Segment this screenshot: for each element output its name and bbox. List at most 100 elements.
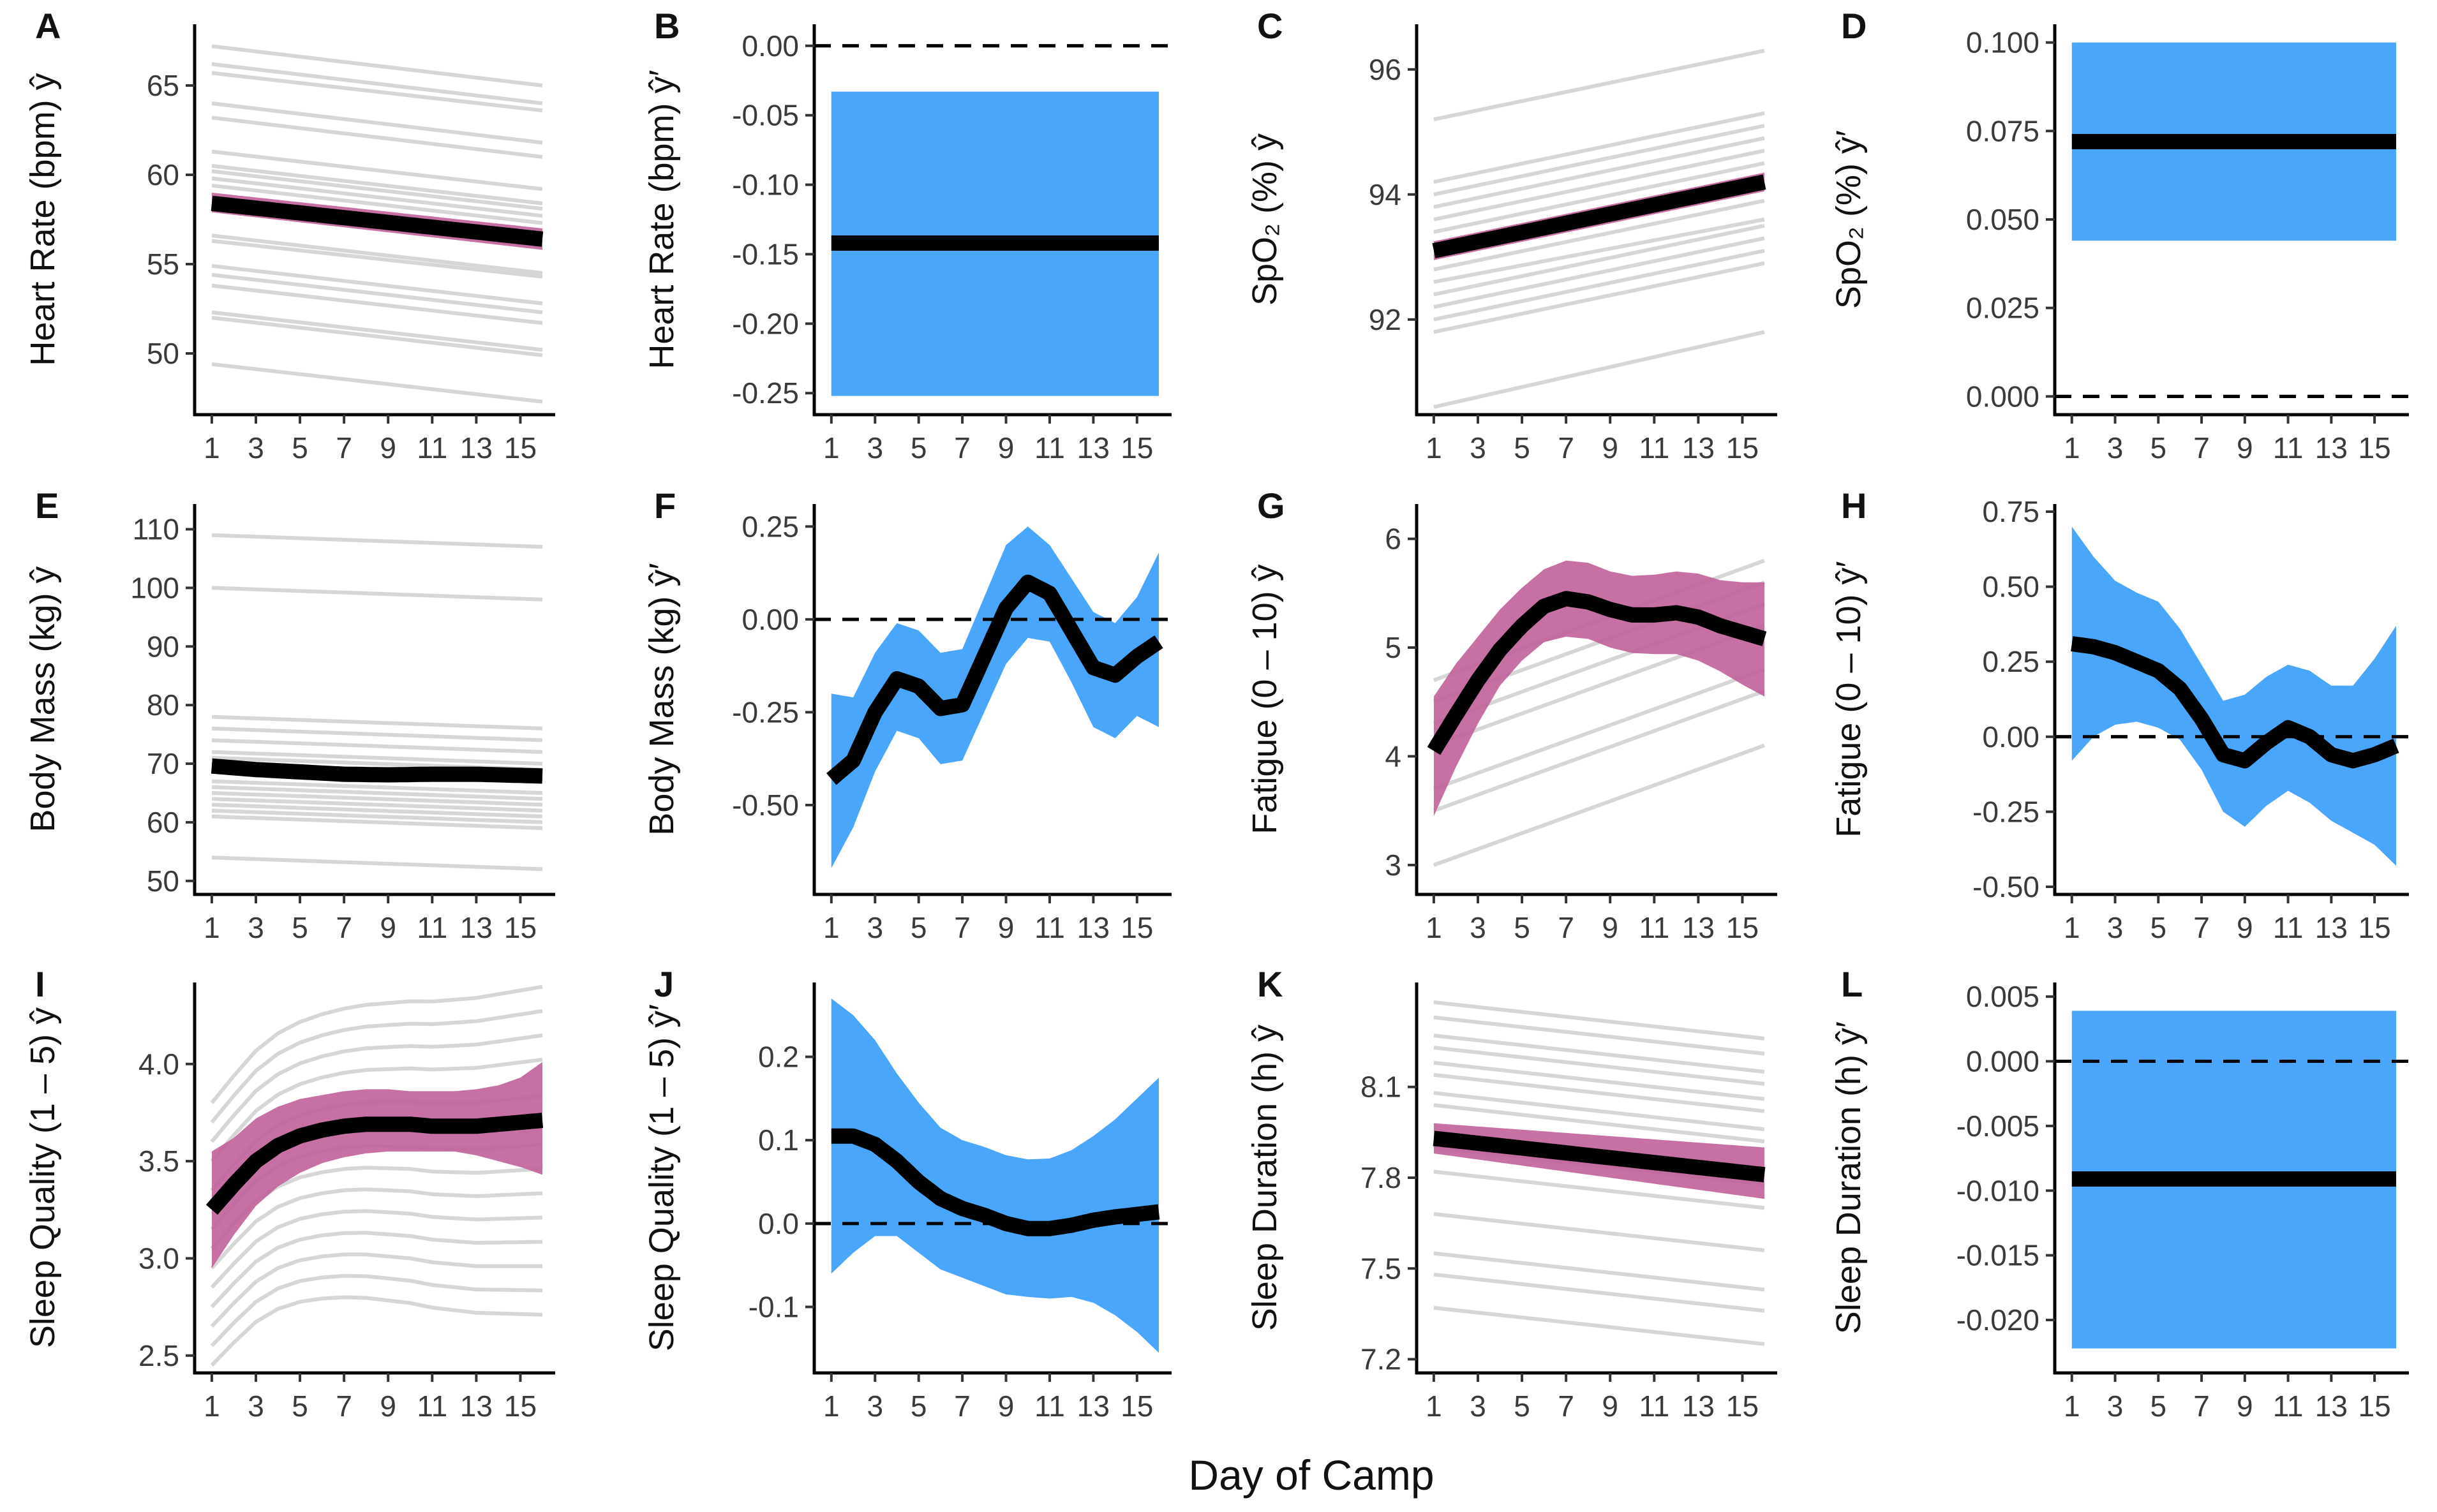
individual-line bbox=[211, 44, 543, 87]
confidence-band bbox=[2071, 526, 2396, 866]
y-tick-label: -0.25 bbox=[1972, 795, 2039, 828]
individual-line bbox=[210, 1252, 542, 1328]
individual-line bbox=[1433, 1169, 1765, 1210]
individual-line bbox=[1433, 218, 1765, 284]
y-tick-label: 0.050 bbox=[1966, 203, 2039, 236]
x-tick-label: 1 bbox=[2064, 911, 2080, 944]
plot-area bbox=[1431, 48, 1767, 409]
x-tick-label: 5 bbox=[911, 911, 927, 944]
x-tick-label: 7 bbox=[336, 431, 352, 464]
x-tick-label: 13 bbox=[1077, 1390, 1110, 1423]
individual-line bbox=[211, 283, 543, 325]
x-tick-label: 11 bbox=[1034, 431, 1065, 464]
individual-line bbox=[211, 533, 543, 549]
y-tick-label: 96 bbox=[1369, 53, 1401, 86]
x-tick-label: 11 bbox=[1639, 431, 1669, 464]
y-tick-label: -0.05 bbox=[732, 99, 799, 132]
x-tick-label: 5 bbox=[2150, 1390, 2167, 1423]
individual-line bbox=[211, 814, 543, 831]
x-tick-label: 13 bbox=[2315, 911, 2348, 944]
y-tick-label: -0.1 bbox=[749, 1291, 799, 1324]
x-tick-label: 9 bbox=[380, 431, 396, 464]
y-tick-label: 4 bbox=[1385, 739, 1401, 773]
individual-line bbox=[1433, 236, 1765, 309]
individual-line bbox=[211, 779, 543, 795]
x-tick-label: 11 bbox=[1639, 911, 1669, 944]
x-tick-label: 13 bbox=[460, 911, 493, 944]
x-tick-label: 13 bbox=[1077, 911, 1110, 944]
individual-line bbox=[211, 239, 543, 279]
x-tick-label: 15 bbox=[1121, 911, 1153, 944]
individual-line bbox=[211, 176, 543, 218]
y-axis-title: Heart Rate (bpm) ŷ bbox=[24, 73, 62, 366]
plot-area bbox=[814, 998, 1172, 1353]
y-tick-label: 4.0 bbox=[138, 1048, 179, 1081]
individual-line bbox=[210, 1187, 543, 1270]
plot-area bbox=[814, 44, 1172, 396]
x-tick-label: 9 bbox=[1602, 1390, 1618, 1423]
x-tick-label: 13 bbox=[2315, 1390, 2348, 1423]
x-tick-label: 11 bbox=[417, 911, 447, 944]
y-tick-label: -0.10 bbox=[732, 168, 799, 202]
y-tick-label: 0.000 bbox=[1966, 380, 2039, 413]
y-tick-label: 0.075 bbox=[1966, 114, 2039, 147]
x-tick-label: 9 bbox=[998, 431, 1015, 464]
y-tick-label: 0.000 bbox=[1966, 1045, 2039, 1078]
plot-area bbox=[2055, 42, 2409, 398]
x-tick-label: 9 bbox=[2237, 431, 2253, 464]
individual-line bbox=[211, 797, 543, 813]
mean-line bbox=[2069, 636, 2399, 769]
x-tick-label: 3 bbox=[2107, 911, 2124, 944]
individual-line bbox=[1433, 1000, 1765, 1041]
y-tick-label: 65 bbox=[147, 69, 179, 102]
y-tick-label: 7.8 bbox=[1360, 1161, 1401, 1194]
individual-line bbox=[1433, 124, 1765, 196]
x-tick-label: 15 bbox=[2359, 911, 2391, 944]
y-tick-label: 92 bbox=[1369, 303, 1401, 336]
y-tick-label: 7.2 bbox=[1360, 1343, 1401, 1376]
y-tick-label: 0.0 bbox=[758, 1207, 799, 1240]
x-tick-label: 15 bbox=[1726, 431, 1759, 464]
individual-line bbox=[1433, 743, 1766, 867]
x-tick-label: 1 bbox=[204, 431, 220, 464]
y-tick-label: 50 bbox=[147, 864, 179, 898]
individual-line bbox=[1433, 667, 1766, 791]
individual-line bbox=[1433, 1305, 1765, 1346]
y-tick-label: 0.1 bbox=[758, 1123, 799, 1157]
x-tick-label: 3 bbox=[248, 911, 264, 944]
individual-line bbox=[1433, 1046, 1765, 1086]
individual-line bbox=[1433, 1251, 1765, 1292]
x-tick-label: 1 bbox=[823, 1390, 840, 1423]
plot-area bbox=[205, 984, 545, 1367]
individual-line bbox=[211, 750, 543, 766]
plot-area bbox=[814, 526, 1172, 868]
individual-line bbox=[1433, 249, 1765, 322]
y-tick-label: -0.020 bbox=[1956, 1303, 2039, 1337]
individual-line bbox=[211, 233, 543, 275]
individual-line bbox=[211, 169, 543, 211]
individual-line bbox=[211, 715, 543, 730]
confidence-band bbox=[211, 1062, 542, 1268]
x-tick-label: 15 bbox=[1726, 911, 1759, 944]
y-tick-label: -0.50 bbox=[1972, 870, 2039, 903]
individual-line bbox=[211, 263, 543, 306]
x-tick-label: 5 bbox=[911, 1390, 927, 1423]
x-tick-label: 9 bbox=[2237, 911, 2253, 944]
x-tick-label: 7 bbox=[954, 1390, 971, 1423]
x-tick-label: 5 bbox=[2150, 911, 2167, 944]
individual-line bbox=[211, 586, 543, 602]
individual-line bbox=[1433, 689, 1766, 813]
individual-line bbox=[210, 1295, 543, 1367]
x-tick-label: 15 bbox=[1726, 1390, 1759, 1423]
panel-label: F bbox=[654, 485, 676, 526]
individual-line bbox=[1433, 149, 1765, 221]
plot-area bbox=[209, 44, 545, 404]
x-tick-label: 13 bbox=[1682, 431, 1715, 464]
